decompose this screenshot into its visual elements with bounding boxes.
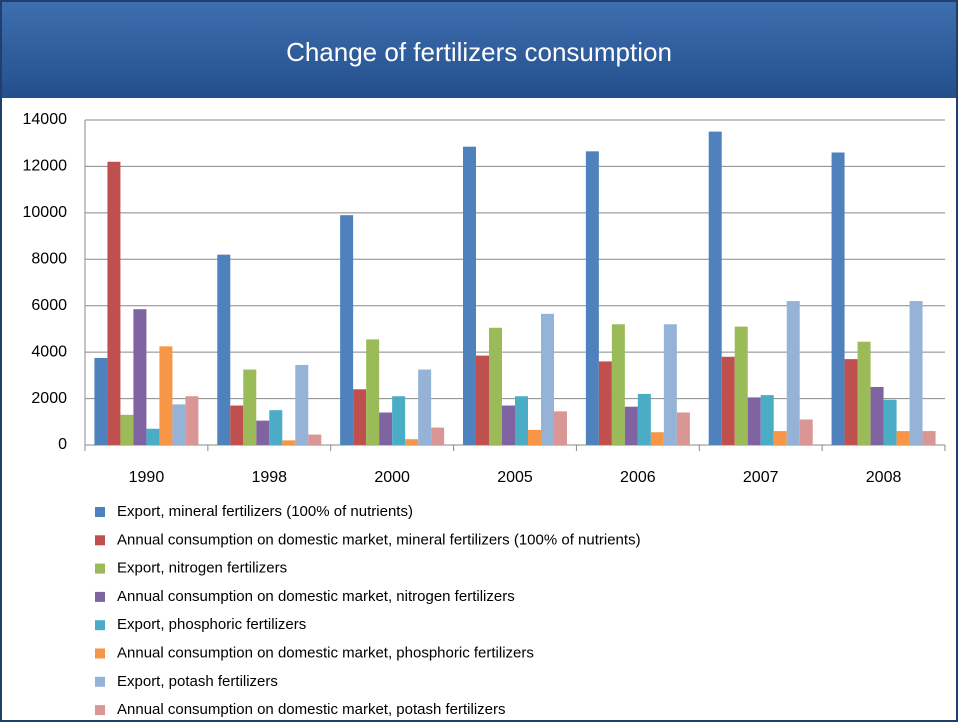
- legend-label: Export, mineral fertilizers (100% of nut…: [117, 503, 413, 520]
- bar: [676, 412, 690, 445]
- bar: [721, 356, 735, 445]
- legend-label: Annual consumption on domestic market, p…: [117, 644, 534, 661]
- legend-label: Annual consumption on domestic market, n…: [117, 588, 515, 605]
- bar: [541, 313, 554, 445]
- legend-swatch: [95, 676, 105, 687]
- bar: [269, 410, 283, 445]
- x-tick-label: 1998: [251, 469, 287, 486]
- bar: [773, 431, 787, 445]
- bar: [883, 399, 897, 445]
- bar: [476, 355, 489, 445]
- legend-swatch: [95, 648, 105, 659]
- legend-swatch: [95, 535, 105, 546]
- bar: [515, 396, 528, 445]
- y-tick-label: 2000: [31, 390, 67, 407]
- bar: [637, 393, 651, 445]
- bar: [295, 364, 309, 445]
- bar: [585, 151, 599, 445]
- bar: [282, 440, 296, 445]
- bar: [418, 369, 432, 445]
- bar: [392, 396, 406, 445]
- legend-label: Export, phosphoric fertilizers: [117, 616, 306, 633]
- bar: [922, 431, 936, 445]
- bar: [708, 131, 722, 445]
- bar: [405, 439, 419, 445]
- bar: [786, 301, 800, 445]
- x-tick-label: 2007: [743, 469, 779, 486]
- y-tick-label: 14000: [23, 111, 68, 128]
- bar: [120, 414, 134, 445]
- legend-swatch: [95, 507, 105, 517]
- bar: [844, 359, 858, 445]
- bar: [747, 397, 761, 445]
- bar: [502, 405, 515, 445]
- legend-swatch: [95, 563, 105, 574]
- bar: [185, 396, 199, 445]
- bar: [146, 428, 160, 445]
- bar: [217, 254, 231, 445]
- bar: [489, 327, 502, 445]
- y-tick-label: 10000: [23, 204, 68, 221]
- bar: [663, 324, 677, 445]
- x-tick-label: 2008: [866, 469, 902, 486]
- x-tick-label: 2006: [620, 469, 656, 486]
- bar: [799, 419, 813, 445]
- x-tick-label: 2000: [374, 469, 410, 486]
- bar: [159, 346, 173, 445]
- bar: [308, 434, 322, 445]
- y-tick-label: 8000: [31, 251, 67, 268]
- bar: [857, 341, 871, 445]
- bar: [463, 146, 476, 446]
- bar: [760, 395, 774, 445]
- y-tick-label: 6000: [31, 297, 67, 314]
- bar: [353, 389, 367, 445]
- bar: [598, 361, 612, 445]
- bar: [243, 369, 257, 445]
- bar: [528, 429, 541, 445]
- bar: [107, 161, 121, 446]
- legend-swatch: [95, 591, 105, 602]
- bar: [650, 432, 664, 445]
- bar: [734, 326, 748, 445]
- bar: [431, 427, 445, 445]
- bar: [831, 152, 845, 445]
- bar: [896, 431, 910, 445]
- legend-label: Annual consumption on domestic market, m…: [117, 531, 641, 548]
- bar: [133, 309, 147, 445]
- y-tick-label: 4000: [31, 343, 67, 360]
- y-tick-label: 0: [58, 436, 67, 453]
- legend-label: Annual consumption on domestic market, p…: [117, 701, 506, 718]
- y-tick-label: 12000: [23, 158, 68, 175]
- bar: [379, 412, 393, 445]
- x-tick-label: 1990: [129, 469, 165, 486]
- bar: [340, 215, 354, 445]
- bar: [624, 406, 638, 445]
- legend-swatch: [95, 705, 105, 716]
- bar: [230, 405, 244, 445]
- legend-swatch: [95, 620, 105, 631]
- legend-label: Export, nitrogen fertilizers: [117, 560, 287, 577]
- bar: [172, 404, 186, 445]
- bar: [256, 420, 270, 445]
- title-banner: [0, 0, 958, 98]
- bar: [909, 301, 923, 445]
- bar: [366, 339, 380, 445]
- bar: [554, 411, 567, 445]
- chart-title: Change of fertilizers consumption: [286, 37, 672, 67]
- bar: [870, 386, 884, 445]
- x-tick-label: 2005: [497, 469, 533, 486]
- bar: [611, 324, 625, 445]
- legend-label: Export, potash fertilizers: [117, 673, 278, 690]
- bar: [94, 357, 108, 445]
